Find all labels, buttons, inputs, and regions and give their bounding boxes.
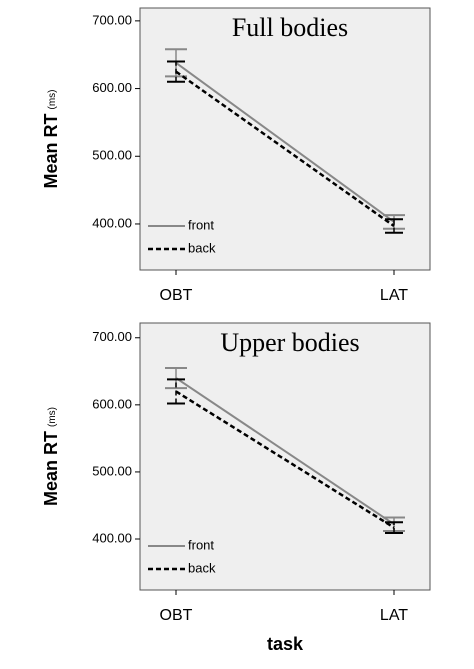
line [175,62,395,223]
legend-label: front [188,217,214,232]
plot-area [139,322,431,591]
error-bar [167,378,185,405]
x-tick-label: OBT [160,287,193,304]
line [175,390,395,529]
y-axis-title: Mean RT [41,431,61,506]
error-bar [385,521,403,534]
x-tick-label: LAT [380,607,408,624]
y-axis-title: Mean RT [41,113,61,188]
x-tick-label: LAT [380,287,408,304]
chart-title: Full bodies [232,13,348,42]
line [175,377,395,526]
legend-label: back [188,240,216,255]
y-tick-label: 400.00 [92,215,132,230]
y-axis-label: Mean RT (ms) [41,407,61,506]
error-bar [385,218,403,234]
plot-area [139,7,431,271]
line [175,70,395,228]
y-tick-label: 600.00 [92,80,132,95]
x-axis-label: task [267,634,304,654]
y-tick-label: 600.00 [92,396,132,411]
y-axis-unit: (ms) [47,407,58,427]
chart-title: Upper bodies [220,328,359,357]
y-axis-unit: (ms) [47,89,58,109]
y-tick-label: 700.00 [92,329,132,344]
x-tick-label: OBT [160,607,193,624]
error-bar [167,60,185,83]
legend-label: front [188,537,214,552]
y-tick-label: 500.00 [92,148,132,163]
y-tick-label: 700.00 [92,12,132,27]
y-tick-label: 500.00 [92,463,132,478]
y-tick-label: 400.00 [92,530,132,545]
legend-label: back [188,560,216,575]
y-axis-label: Mean RT (ms) [41,89,61,188]
